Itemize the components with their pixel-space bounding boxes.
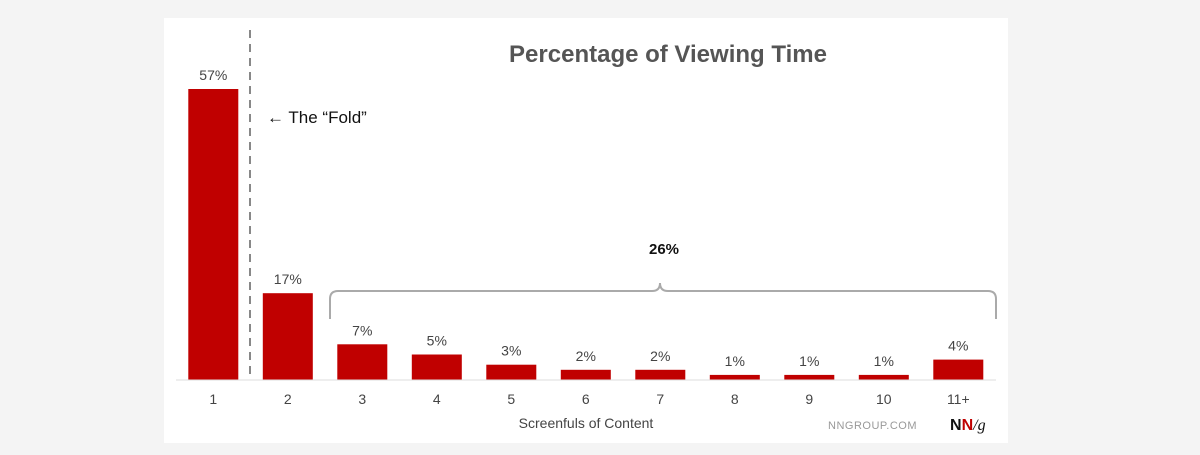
bar-1 bbox=[188, 89, 239, 380]
group-total-label: 26% bbox=[649, 241, 679, 258]
fold-annotation: ← The “Fold” bbox=[267, 108, 367, 127]
x-tick-label: 7 bbox=[656, 391, 664, 407]
x-tick-label: 4 bbox=[433, 391, 441, 407]
bar-value-label: 17% bbox=[274, 271, 302, 287]
x-tick-label: 6 bbox=[582, 391, 590, 407]
bar-5 bbox=[486, 364, 537, 380]
bar-value-label: 2% bbox=[650, 348, 670, 364]
bar-value-label: 4% bbox=[948, 338, 968, 354]
svg-text:NN/g: NN/g bbox=[950, 417, 986, 434]
x-tick-label: 11+ bbox=[947, 391, 970, 407]
source-text: NNGROUP.COM bbox=[828, 420, 917, 432]
bar-value-label: 2% bbox=[576, 348, 596, 364]
nng-logo: NN/g bbox=[950, 417, 986, 434]
x-tick-label: 9 bbox=[805, 391, 813, 407]
bars-group: 57% 1 17% 2 7% 3 5% 4 3% 5 2% 6 2% 7 1% 8 1% 9 1% 10 4% 11+ bbox=[188, 67, 984, 407]
x-tick-label: 10 bbox=[876, 391, 892, 407]
x-tick-label: 5 bbox=[507, 391, 515, 407]
bar-chart: Percentage of Viewing Time ← The “Fold” … bbox=[176, 30, 997, 434]
bar-8 bbox=[709, 374, 760, 380]
group-bracket bbox=[329, 282, 997, 319]
bar-value-label: 7% bbox=[352, 322, 372, 338]
bar-value-label: 3% bbox=[501, 343, 521, 359]
bar-10 bbox=[858, 374, 909, 380]
bar-value-label: 1% bbox=[725, 353, 745, 369]
x-tick-label: 1 bbox=[209, 391, 217, 407]
logo-first-n: N bbox=[950, 417, 962, 434]
bar-2 bbox=[262, 293, 313, 380]
bar-3 bbox=[337, 344, 388, 380]
bar-4 bbox=[411, 354, 462, 380]
bar-value-label: 5% bbox=[427, 333, 447, 349]
logo-slash-g: /g bbox=[972, 417, 985, 434]
bar-9 bbox=[784, 374, 835, 380]
chart-card: Percentage of Viewing Time ← The “Fold” … bbox=[164, 18, 1008, 443]
bar-11 bbox=[933, 359, 984, 380]
chart-title: Percentage of Viewing Time bbox=[509, 41, 827, 68]
logo-second-n: N bbox=[962, 417, 974, 434]
x-tick-label: 3 bbox=[358, 391, 366, 407]
bar-value-label: 57% bbox=[199, 67, 227, 83]
bar-6 bbox=[560, 369, 611, 380]
bar-value-label: 1% bbox=[799, 353, 819, 369]
bar-7 bbox=[635, 369, 686, 380]
x-tick-label: 8 bbox=[731, 391, 739, 407]
bar-value-label: 1% bbox=[874, 353, 894, 369]
x-axis-label: Screenfuls of Content bbox=[519, 415, 654, 431]
x-tick-label: 2 bbox=[284, 391, 292, 407]
